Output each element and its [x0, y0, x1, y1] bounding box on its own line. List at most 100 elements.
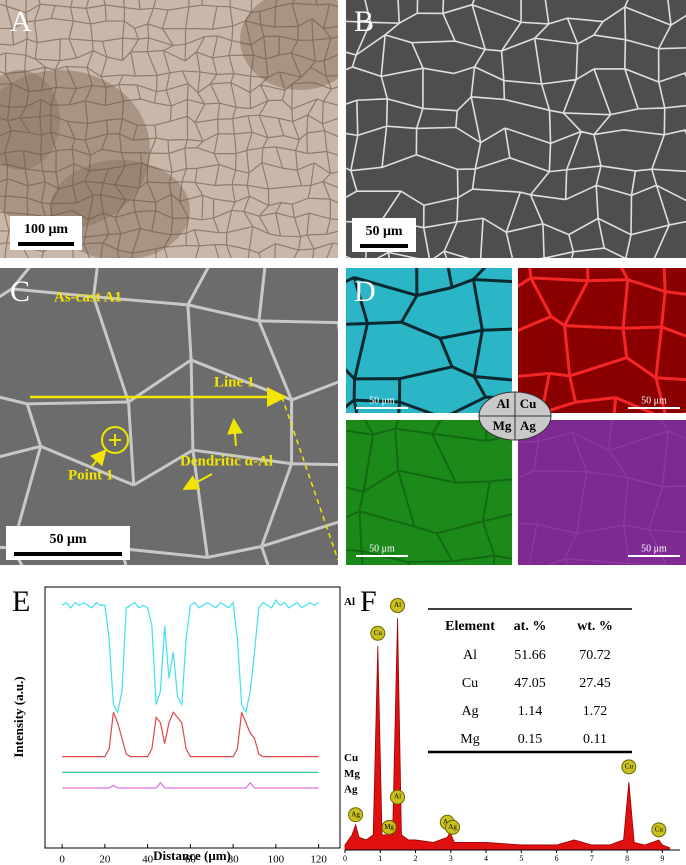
grain-boundary — [518, 268, 686, 413]
dendrite-region — [240, 0, 338, 90]
grain-boundary — [518, 420, 686, 565]
x-tick-label: 80 — [228, 854, 240, 865]
table-cell: Al — [463, 648, 477, 663]
scale-label: 50 μm — [365, 224, 402, 239]
plot-frame — [44, 586, 341, 849]
x-axis-title: Distance (μm) — [153, 848, 231, 863]
panel-letter: F — [360, 585, 377, 618]
peak-marker — [651, 822, 667, 838]
peak-marker — [621, 759, 637, 775]
grain-boundary — [346, 268, 512, 413]
peak-marker — [445, 819, 461, 835]
table-cell: 51.66 — [514, 648, 546, 663]
micrograph-c — [0, 268, 338, 565]
table-cell: 0.15 — [518, 732, 543, 747]
peak-marker — [348, 807, 364, 823]
element-label: Mg — [493, 418, 512, 433]
x-tick-label: 100 — [268, 854, 285, 865]
table-header: wt. % — [577, 619, 613, 634]
grain-network — [346, 268, 512, 413]
annotation: Line 1 — [214, 374, 254, 390]
x-tick-label: 0 — [343, 854, 347, 863]
scale-label: 50 μm — [641, 543, 667, 554]
x-tick-label: 0 — [59, 854, 65, 865]
point-marker — [109, 434, 121, 446]
x-tick-label: 120 — [310, 854, 327, 865]
spectrum — [344, 618, 670, 851]
legend-label: Ag — [344, 784, 358, 796]
dendrite-region — [0, 70, 60, 170]
peak-label: Al — [394, 793, 401, 801]
table-cell: Cu — [462, 676, 478, 691]
annotation: Dendritic α-Al — [180, 453, 273, 469]
peak-label: Ag — [448, 823, 457, 831]
scale-label: 50 μm — [369, 543, 395, 554]
peak-label: Mg — [384, 823, 394, 831]
legend-label: Cu — [344, 752, 358, 764]
panel-letter: A — [10, 5, 32, 38]
guide — [281, 396, 339, 561]
x-tick-label: 9 — [660, 854, 664, 863]
x-tick-label: 20 — [99, 854, 111, 865]
element-label: Ag — [520, 418, 536, 433]
grain-boundary — [0, 0, 338, 258]
panel-letter: D — [354, 275, 376, 308]
grain-network — [518, 268, 686, 413]
arrow — [182, 473, 213, 490]
series-line — [62, 781, 319, 789]
map-ag — [518, 420, 686, 565]
series-line — [61, 598, 319, 715]
table-cell: 0.11 — [583, 732, 607, 747]
legend-label: Al — [344, 596, 355, 608]
x-tick-label: 1 — [378, 854, 382, 863]
arrow — [227, 418, 243, 447]
scale-label: 100 μm — [24, 222, 68, 237]
annotation: As-cast A1 — [54, 289, 122, 305]
scale-label: 50 μm — [49, 532, 86, 547]
scale-bar — [18, 242, 74, 246]
table-cell: 47.05 — [514, 676, 546, 691]
point-marker — [101, 426, 129, 454]
panel-letter: B — [354, 5, 374, 38]
peak-marker — [370, 625, 386, 641]
element-label: Al — [497, 396, 510, 411]
panel-letter: E — [12, 585, 30, 618]
scale-label: 50 μm — [641, 395, 667, 406]
legend-ellipse — [479, 392, 551, 440]
peak-label: Cu — [655, 825, 664, 833]
table-cell: Ag — [461, 704, 478, 719]
arrow — [90, 448, 107, 467]
x-tick-label: 4 — [484, 854, 488, 863]
scale-bar — [360, 244, 408, 248]
scale-bar — [14, 552, 122, 556]
scale-label: 50 μm — [369, 395, 395, 406]
grain-network — [0, 0, 338, 258]
table-header: at. % — [514, 619, 547, 634]
annotation: Point 1 — [68, 467, 113, 483]
table-cell: Mg — [460, 732, 479, 747]
peak-label: Al — [394, 601, 401, 609]
x-tick-label: 40 — [142, 854, 154, 865]
peak-marker — [390, 598, 406, 614]
legend-label: Mg — [344, 768, 360, 780]
table-header: Element — [445, 619, 495, 634]
element-label: Cu — [520, 396, 537, 411]
grain-network — [518, 420, 686, 565]
panel-letter: C — [10, 275, 30, 308]
x-tick-label: 6 — [555, 854, 559, 863]
y-axis-title: Intensity (a.u.) — [11, 676, 26, 757]
peak-marker — [381, 819, 397, 835]
map-mg — [346, 420, 512, 565]
table-cell: 1.14 — [518, 704, 543, 719]
table-cell: 70.72 — [579, 648, 611, 663]
table-cell: 27.45 — [579, 676, 611, 691]
x-tick-label: 8 — [625, 854, 629, 863]
series-line — [62, 711, 319, 758]
table-cell: 1.72 — [583, 704, 608, 719]
x-tick-label: 7 — [590, 854, 594, 863]
peak-label: Ag — [351, 810, 360, 818]
texture — [0, 0, 686, 565]
x-tick-label: 5 — [519, 854, 523, 863]
micrograph-b — [346, 0, 686, 258]
